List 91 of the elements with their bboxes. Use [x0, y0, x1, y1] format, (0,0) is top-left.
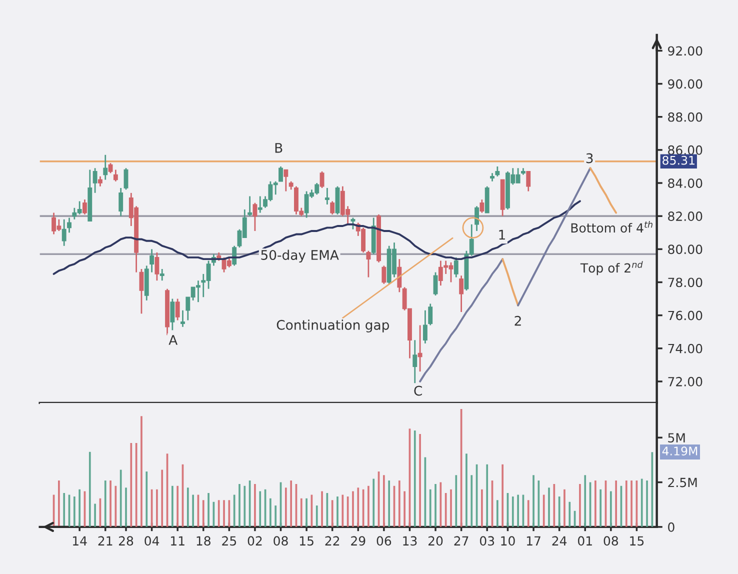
x-tick-label: 02 — [248, 536, 262, 546]
candlestick — [113, 169, 118, 182]
x-tick-label: 24 — [552, 536, 567, 546]
x-tick-label: 28 — [118, 536, 134, 546]
annotation: 2 — [514, 316, 521, 326]
x-tick-label: 15 — [300, 536, 314, 546]
candlestick — [422, 310, 428, 344]
x-tick-label: 01 — [578, 536, 592, 546]
candlestick — [480, 198, 484, 214]
candlestick — [324, 187, 330, 206]
x-tick-label: 11 — [171, 536, 184, 546]
y-tick-label: 82.00 — [668, 212, 702, 222]
y-tick-label: 74.00 — [668, 344, 702, 354]
annotation: B — [275, 143, 282, 153]
candlestick — [175, 298, 180, 321]
annotation: 50-day EMA — [261, 250, 339, 263]
y-tick-label: 86.00 — [668, 145, 702, 155]
line-series — [419, 258, 504, 382]
candlestick — [139, 268, 144, 314]
candlestick — [82, 198, 87, 216]
candlestick — [62, 218, 66, 247]
annotation: C — [414, 386, 422, 396]
x-tick-label: 22 — [325, 536, 340, 546]
y-tick-label: 76.00 — [668, 310, 702, 320]
y-tick-label: 80.00 — [668, 244, 702, 254]
ref-line-label: 85.31 — [662, 156, 694, 165]
x-tick-label: 03 — [480, 536, 494, 546]
candlestick — [330, 200, 335, 216]
candlestick — [366, 250, 371, 278]
candlestick — [278, 166, 283, 182]
x-tick-label: 25 — [222, 536, 236, 546]
y-tick-label: 92.00 — [668, 46, 702, 56]
candlestick — [118, 187, 124, 217]
candlestick — [258, 196, 262, 214]
y-tick-label: 90.00 — [668, 79, 702, 89]
annotation: A — [168, 335, 178, 345]
y-tick-label: 78.00 — [668, 278, 702, 288]
x-tick-label: 15 — [630, 536, 644, 546]
candlestick — [320, 170, 324, 189]
x-tick-label: 27 — [454, 536, 468, 546]
x-tick-label: 04 — [144, 536, 160, 546]
candlestick — [170, 298, 175, 331]
candlestick — [428, 303, 433, 326]
candlestick — [454, 256, 458, 278]
candlestick — [150, 248, 154, 274]
x-tick-label: 21 — [98, 536, 112, 546]
text: 4.19M — [662, 446, 698, 456]
annotation: 1 — [499, 230, 505, 240]
y-tick-label: 2.5M — [668, 478, 697, 488]
candlestick — [248, 196, 252, 217]
ref-line-label: Bottom of 4$^{th}$ — [571, 221, 652, 233]
candlestick — [350, 217, 356, 230]
candlestick — [108, 162, 113, 174]
x-tick-label: 08 — [274, 536, 288, 546]
candlestick — [397, 258, 402, 293]
x-tick-label: 06 — [376, 536, 392, 546]
candlestick — [98, 176, 102, 188]
x-tick-label: 18 — [196, 536, 210, 546]
candlestick — [284, 169, 288, 192]
candlestick — [459, 274, 464, 313]
line-series — [502, 258, 520, 306]
candlestick — [160, 268, 164, 282]
candlestick — [252, 202, 258, 232]
y-tick-label: 72.00 — [668, 376, 702, 386]
candlestick — [154, 252, 160, 282]
y-tick-label: 0 — [668, 522, 674, 532]
candlestick — [67, 217, 72, 234]
x-tick-label: 29 — [351, 536, 366, 546]
y-tick-label: 84.00 — [668, 178, 702, 188]
x-tick-label: 13 — [403, 536, 417, 546]
candlestick — [382, 265, 386, 285]
annotation: 3 — [586, 153, 593, 164]
y-tick-label: 5M — [668, 433, 685, 443]
candlestick — [103, 154, 108, 180]
candlestick — [412, 339, 418, 384]
x-tick-label: 08 — [604, 536, 618, 546]
x-tick-label: 14 — [72, 536, 87, 546]
candlestick — [92, 167, 98, 194]
ref-line-label: Top of 2$^{nd}$ — [580, 261, 643, 276]
candlestick — [474, 205, 480, 232]
x-tick-label: 20 — [428, 536, 443, 546]
candlestick — [124, 167, 128, 190]
annotation: Continuation gap — [276, 320, 389, 332]
y-tick-label: 88.00 — [668, 112, 702, 122]
x-tick-label: 17 — [526, 536, 540, 546]
candlestick — [180, 310, 185, 328]
candlestick — [418, 324, 422, 372]
candlestick — [433, 272, 438, 296]
candlestick — [526, 170, 531, 192]
x-tick-label: 10 — [501, 536, 515, 546]
candlestick — [495, 166, 500, 178]
